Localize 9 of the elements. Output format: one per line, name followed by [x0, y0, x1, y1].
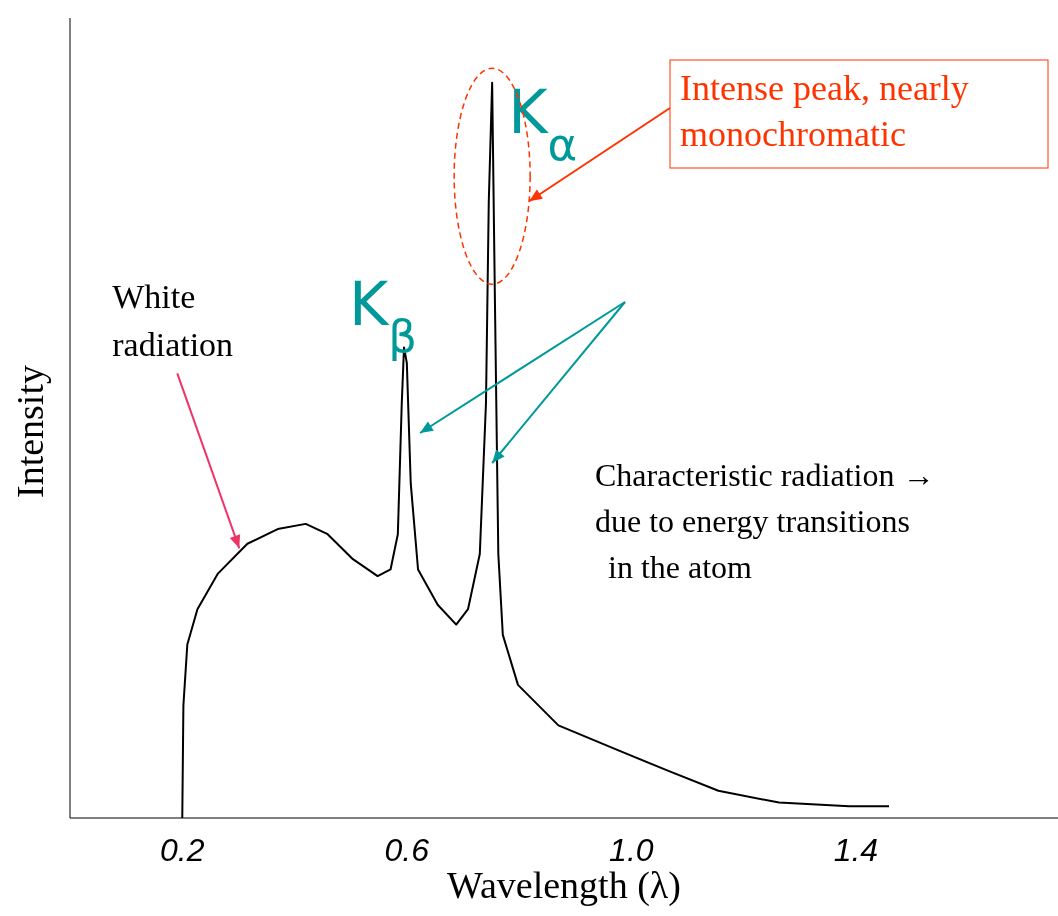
annotation: Intense peak, nearly monochromatic: [680, 68, 969, 154]
annotation: White radiation: [112, 278, 234, 364]
y-axis-title: Intensity: [9, 365, 52, 498]
x-tick-label: 0.6: [384, 831, 430, 868]
annotation: Characteristic radiation → due to energy transitions in the atom: [595, 457, 935, 585]
annotation: K$_{β}$: [349, 269, 418, 363]
annotation: K$_{α}$: [508, 76, 578, 171]
x-tick-label: 0.2: [160, 831, 205, 868]
x-tick-label: 1.4: [833, 831, 879, 868]
